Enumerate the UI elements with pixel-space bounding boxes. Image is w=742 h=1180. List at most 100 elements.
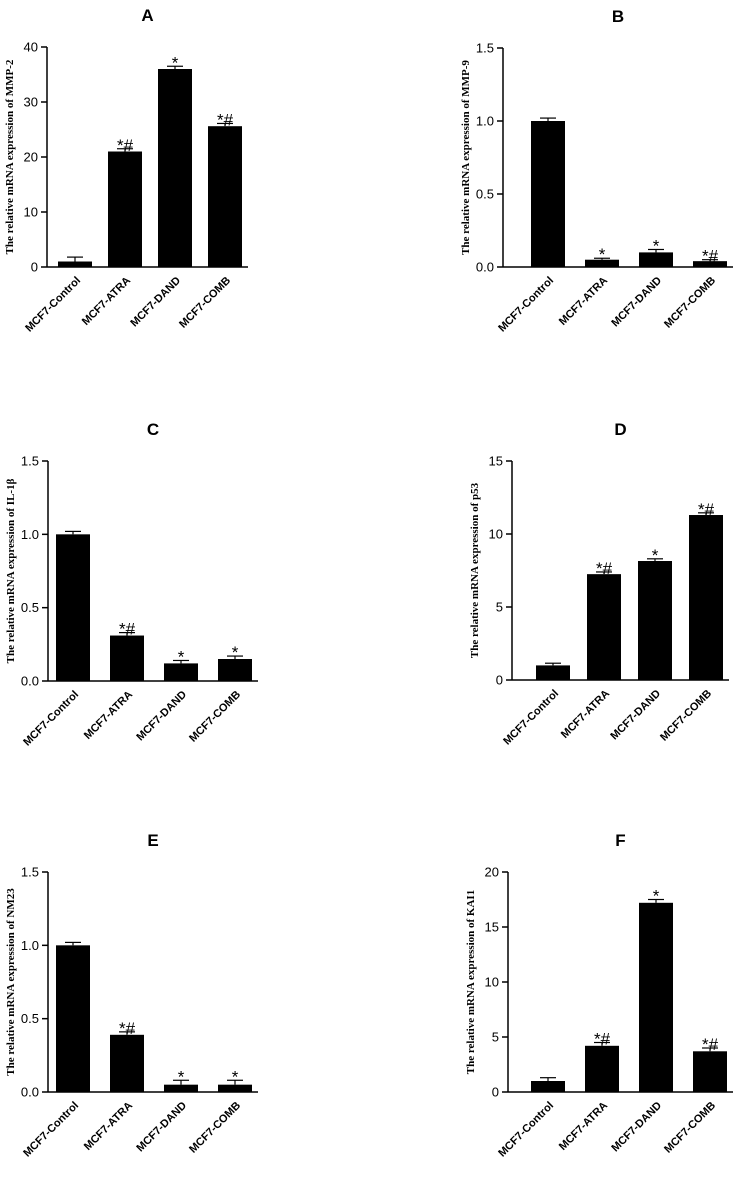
category-label: MCF7-DAND <box>608 688 663 743</box>
y-tick-label: 1.0 <box>21 938 39 953</box>
bar-mcf7-atra <box>585 1045 619 1092</box>
y-axis-label: The relative mRNA expression of IL-1β <box>5 478 17 663</box>
bar-mcf7-control <box>56 945 90 1092</box>
bar-mcf7-comb <box>218 659 252 681</box>
y-tick-label: 20 <box>485 865 499 880</box>
y-tick-label: 10 <box>485 975 499 990</box>
significance-marker: * <box>178 1067 185 1086</box>
bar-mcf7-control <box>56 534 90 681</box>
category-label: MCF7-COMB <box>662 275 718 331</box>
category-label: MCF7-ATRA <box>82 1100 135 1153</box>
y-tick-label: 0.5 <box>21 1011 39 1026</box>
panel-letter-d: D <box>614 420 626 439</box>
significance-marker: *# <box>702 247 719 266</box>
category-label: MCF7-ATRA <box>82 689 135 742</box>
panel-c: C 0.0 0.5 1.0 1.5 The relative mRNA expressio… <box>5 420 258 749</box>
category-label: MCF7-Control <box>496 1100 556 1160</box>
bar-mcf7-dand <box>639 252 673 267</box>
significance-marker: * <box>232 643 239 662</box>
significance-marker: *# <box>594 1030 611 1049</box>
category-label: MCF7-ATRA <box>559 688 612 741</box>
panel-letter-b: B <box>612 7 624 26</box>
significance-marker: * <box>232 1067 239 1086</box>
significance-marker: * <box>172 53 179 72</box>
category-label: MCF7-Control <box>23 275 83 335</box>
significance-marker: *# <box>217 110 234 129</box>
y-axis-label: The relative mRNA expression of KAI1 <box>465 890 477 1074</box>
significance-marker: * <box>178 647 185 666</box>
y-tick-label: 1.0 <box>476 114 494 129</box>
bar-mcf7-control <box>531 1081 565 1092</box>
bar-mcf7-dand <box>158 69 192 267</box>
bar-mcf7-atra <box>110 635 144 681</box>
category-label: MCF7-COMB <box>177 275 233 331</box>
category-label: MCF7-COMB <box>187 689 243 745</box>
y-tick-label: 40 <box>24 40 38 55</box>
y-tick-label: 0.0 <box>21 1085 39 1100</box>
significance-marker: * <box>653 887 660 906</box>
panel-f: F 0 5 10 15 20 The relative mRNA expression of… <box>465 831 733 1160</box>
y-tick-label: 0.0 <box>476 260 494 275</box>
y-tick-label: 20 <box>24 150 38 165</box>
significance-marker: *# <box>117 136 134 155</box>
y-axis-label: The relative mRNA expression of MMP-2 <box>4 59 16 254</box>
category-label: MCF7-DAND <box>609 1100 664 1155</box>
category-label: MCF7-DAND <box>128 275 183 330</box>
panel-letter-c: C <box>147 420 159 439</box>
bar-mcf7-comb <box>693 1051 727 1092</box>
y-tick-label: 15 <box>485 920 499 935</box>
y-tick-label: 15 <box>489 454 503 469</box>
y-tick-label: 5 <box>492 1030 499 1045</box>
significance-marker: *# <box>698 500 715 519</box>
bar-mcf7-control <box>536 665 570 680</box>
y-tick-label: 1.0 <box>21 527 39 542</box>
y-axis-label: The relative mRNA expression of NM23 <box>5 888 17 1076</box>
category-label: MCF7-Control <box>21 1100 81 1160</box>
y-tick-label: 0.5 <box>476 187 494 202</box>
y-tick-label: 0.5 <box>21 600 39 615</box>
y-tick-label: 0 <box>31 260 38 275</box>
category-label: MCF7-ATRA <box>557 275 610 328</box>
y-tick-label: 1.5 <box>21 865 39 880</box>
bar-mcf7-atra <box>585 259 619 267</box>
category-label: MCF7-COMB <box>187 1100 243 1156</box>
bar-mcf7-dand <box>638 561 672 680</box>
panel-letter-e: E <box>147 831 158 850</box>
panel-a: A 0 10 20 30 40 The relative mRNA expression o… <box>4 6 248 335</box>
bar-mcf7-dand <box>164 663 198 681</box>
y-axis-label: The relative mRNA expression of MMP-9 <box>460 60 472 255</box>
bar-mcf7-control <box>58 261 92 267</box>
panel-d: D 0 5 10 15 The relative mRNA expression of p… <box>469 420 729 748</box>
significance-marker: *# <box>119 1019 136 1038</box>
y-tick-label: 1.5 <box>21 454 39 469</box>
y-tick-label: 30 <box>24 95 38 110</box>
category-label: MCF7-DAND <box>134 689 189 744</box>
category-label: MCF7-ATRA <box>80 275 133 328</box>
y-tick-label: 0 <box>492 1085 499 1100</box>
significance-marker: *# <box>119 620 136 639</box>
category-label: MCF7-COMB <box>658 688 714 744</box>
y-tick-label: 5 <box>496 600 503 615</box>
bar-mcf7-atra <box>587 574 621 680</box>
bar-mcf7-dand <box>639 902 673 1092</box>
bar-mcf7-atra <box>108 151 142 267</box>
y-tick-label: 0 <box>496 673 503 688</box>
significance-marker: *# <box>702 1035 719 1054</box>
bar-mcf7-dand <box>164 1084 198 1092</box>
y-axis-label: The relative mRNA expression of p53 <box>469 482 481 658</box>
panel-letter-f: F <box>615 831 625 850</box>
bar-mcf7-atra <box>110 1034 144 1092</box>
y-tick-label: 1.5 <box>476 41 494 56</box>
bar-mcf7-comb <box>208 126 242 267</box>
significance-marker: * <box>599 245 606 264</box>
significance-marker: * <box>652 546 659 565</box>
category-label: MCF7-DAND <box>134 1100 189 1155</box>
panel-e: E 0.0 0.5 1.0 1.5 The relative mRNA expressio… <box>5 831 258 1160</box>
significance-marker: * <box>653 236 660 255</box>
category-label: MCF7-Control <box>21 689 81 749</box>
y-tick-label: 10 <box>24 205 38 220</box>
panel-letter-a: A <box>141 6 153 25</box>
y-tick-label: 10 <box>489 527 503 542</box>
bar-mcf7-comb <box>693 261 727 267</box>
significance-marker: *# <box>596 559 613 578</box>
